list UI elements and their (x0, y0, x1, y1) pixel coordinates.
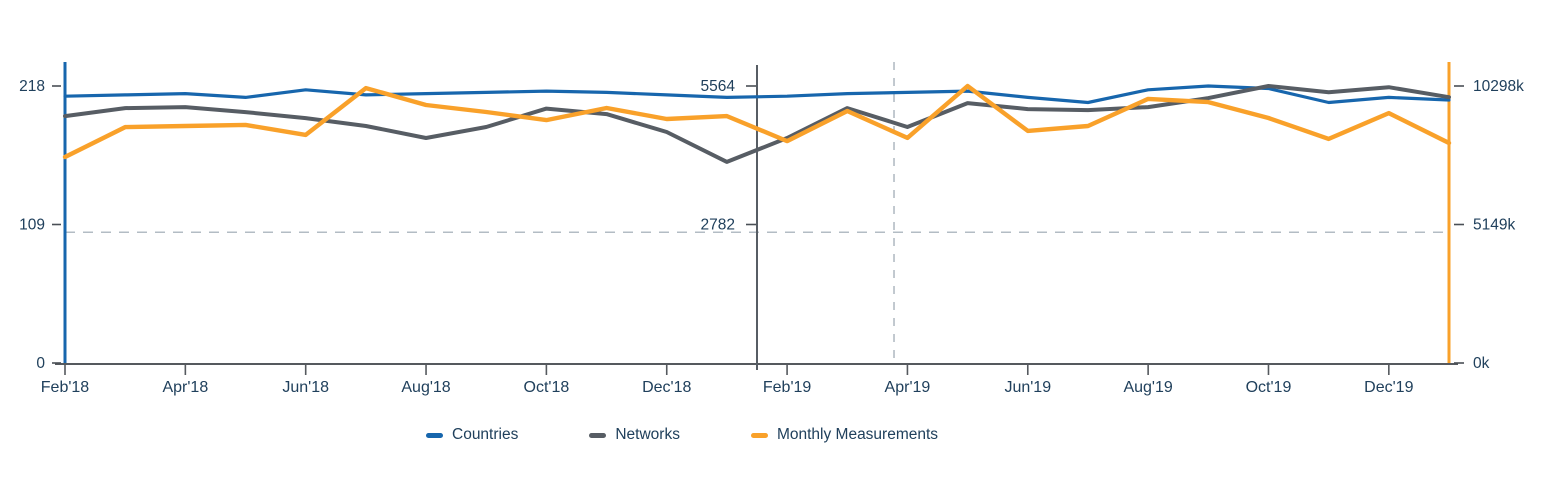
x-tick-label: Dec'19 (1364, 379, 1413, 396)
legend-item-countries[interactable]: Countries (426, 426, 518, 444)
x-tick-label: Aug'19 (1123, 379, 1172, 396)
legend-swatch-icon (589, 432, 607, 438)
legend-item-monthly-measurements[interactable]: Monthly Measurements (750, 426, 939, 444)
legend-label: Networks (615, 426, 680, 443)
x-tick-label: Feb'18 (41, 379, 90, 396)
left-axis-tick-label: 0 (36, 355, 45, 372)
right-axis-tick-label: 10298k (1473, 78, 1524, 95)
series-line-countries (63, 84, 1451, 105)
series-line-monthly-measurements (62, 83, 1452, 160)
legend-label: Countries (452, 426, 519, 443)
left-axis-tick-label: 218 (19, 78, 45, 95)
right-axis-tick-label: 5149k (1473, 217, 1515, 234)
x-tick-label: Apr'18 (162, 379, 208, 396)
middle-axis-tick-label: 2782 (701, 217, 735, 234)
right-axis-tick-label: 0k (1473, 355, 1490, 372)
legend: Countries Networks Monthly Measurements (426, 426, 938, 444)
legend-label: Monthly Measurements (776, 426, 939, 443)
left-axis-tick-label: 109 (19, 217, 45, 234)
x-tick-label: Apr'19 (885, 379, 931, 396)
middle-axis-tick-label: 5564 (701, 78, 736, 95)
x-tick-label: Oct'18 (524, 379, 570, 396)
x-tick-label: Dec'18 (642, 379, 691, 396)
legend-swatch-icon (750, 432, 768, 438)
legend-item-networks[interactable]: Networks (589, 426, 680, 444)
x-tick-label: Jun'19 (1004, 379, 1051, 396)
series-line-networks (63, 84, 1451, 164)
x-tick-label: Aug'18 (401, 379, 450, 396)
x-tick-label: Feb'19 (763, 379, 812, 396)
x-tick-label: Oct'19 (1246, 379, 1292, 396)
legend-swatch-icon (426, 432, 443, 438)
x-tick-label: Jun'18 (282, 379, 329, 396)
